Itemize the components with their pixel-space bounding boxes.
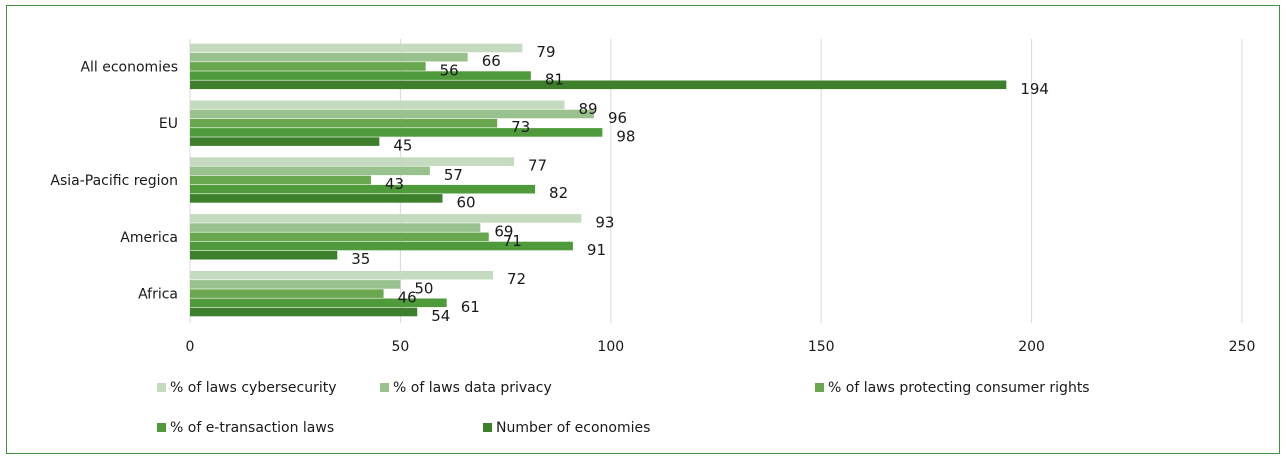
bar xyxy=(190,43,523,53)
x-tick-labels: 0 50 100 150 200 250 xyxy=(186,339,1256,355)
chart-frame: 79 66 56 81 194 89 96 73 98 45 77 57 43 82 60 93 69 71 91 3… xyxy=(6,5,1280,454)
legend-label: Number of economies xyxy=(496,420,650,436)
data-label: 50 xyxy=(414,279,433,297)
legend-swatch xyxy=(380,383,389,392)
legend: % of laws cybersecurity % of laws data pr… xyxy=(157,380,1090,436)
data-label: 61 xyxy=(461,298,480,316)
data-label: 71 xyxy=(503,232,522,250)
data-label: 81 xyxy=(545,71,564,89)
x-tick-label: 200 xyxy=(1018,339,1045,355)
bar xyxy=(190,194,443,203)
bar xyxy=(190,214,582,223)
bar xyxy=(190,223,481,232)
data-label: 91 xyxy=(587,241,606,259)
legend-swatch xyxy=(157,383,166,392)
bar xyxy=(190,52,468,62)
category-labels: All economies EU Asia-Pacific region Americ… xyxy=(50,59,178,302)
bar xyxy=(190,128,603,137)
bars xyxy=(190,43,1007,317)
data-label: 43 xyxy=(385,175,404,193)
x-tick-label: 100 xyxy=(597,339,624,355)
bar xyxy=(190,250,338,260)
bar xyxy=(190,175,371,185)
bar xyxy=(190,184,536,194)
bar xyxy=(190,298,447,308)
bar xyxy=(190,118,498,128)
x-tick-label: 150 xyxy=(808,339,835,355)
category-label: Africa xyxy=(138,287,178,303)
legend-label: % of e-transaction laws xyxy=(170,420,334,436)
bar xyxy=(190,157,515,166)
legend-swatch xyxy=(157,423,166,432)
bar xyxy=(190,280,401,289)
data-label: 89 xyxy=(579,100,598,118)
data-label: 35 xyxy=(351,250,370,268)
bar xyxy=(190,100,565,110)
legend-swatch xyxy=(483,423,492,432)
x-tick-label: 50 xyxy=(391,339,409,355)
bar xyxy=(190,166,430,176)
data-label: 72 xyxy=(507,270,526,288)
data-label: 96 xyxy=(608,109,627,127)
data-label: 60 xyxy=(456,193,475,211)
data-label: 66 xyxy=(482,52,501,70)
bar xyxy=(190,241,573,251)
category-label: All economies xyxy=(80,59,178,75)
data-label: 93 xyxy=(595,213,614,231)
data-label: 46 xyxy=(398,289,417,307)
category-label: America xyxy=(120,230,178,246)
data-label: 69 xyxy=(494,223,513,241)
legend-label: % of laws cybersecurity xyxy=(170,380,337,396)
bar xyxy=(190,62,426,71)
data-label: 82 xyxy=(549,184,568,202)
data-label: 45 xyxy=(393,137,412,155)
data-label: 73 xyxy=(511,118,530,136)
legend-swatch xyxy=(815,383,824,392)
bar xyxy=(190,71,531,80)
x-tick-label: 250 xyxy=(1229,339,1256,355)
data-label: 79 xyxy=(536,43,555,61)
data-label: 194 xyxy=(1020,80,1049,98)
data-label: 77 xyxy=(528,157,547,175)
category-label: EU xyxy=(159,116,178,132)
legend-label: % of laws protecting consumer rights xyxy=(828,380,1090,396)
legend-label: % of laws data privacy xyxy=(393,380,552,396)
x-tick-label: 0 xyxy=(186,339,195,355)
category-label: Asia-Pacific region xyxy=(50,173,178,189)
bar xyxy=(190,270,493,280)
bar xyxy=(190,109,594,119)
data-label: 56 xyxy=(440,61,459,79)
data-label: 57 xyxy=(444,166,463,184)
bar xyxy=(190,80,1007,90)
bar xyxy=(190,232,489,242)
data-label: 98 xyxy=(616,127,635,145)
bar xyxy=(190,137,380,146)
bar xyxy=(190,307,418,317)
data-label: 54 xyxy=(431,307,450,325)
bar xyxy=(190,289,384,298)
